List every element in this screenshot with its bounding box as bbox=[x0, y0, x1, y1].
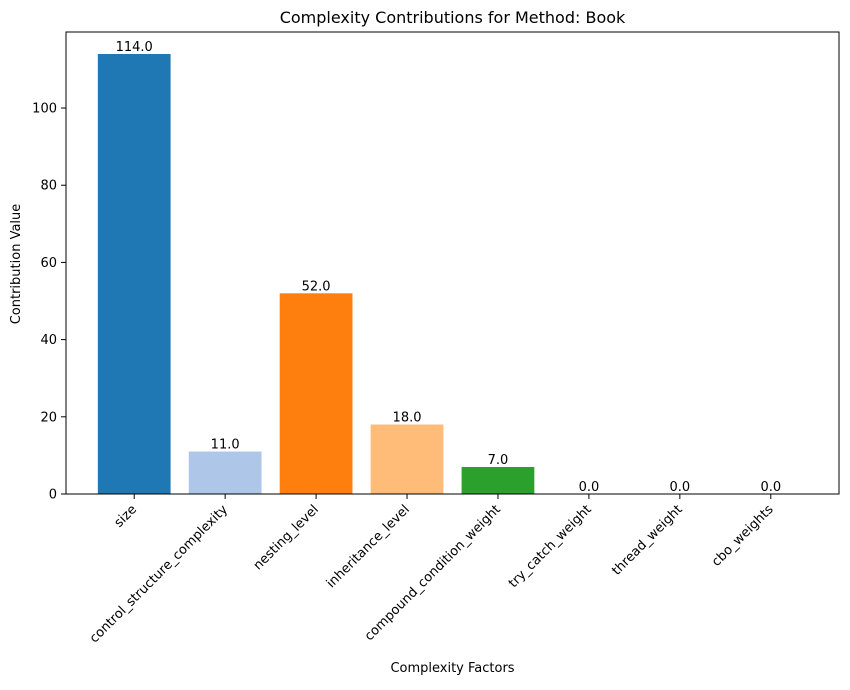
y-tick-label: 20 bbox=[40, 410, 57, 425]
bar-value-label: 0.0 bbox=[579, 480, 600, 495]
bar-value-label: 7.0 bbox=[488, 453, 509, 468]
y-tick-label: 100 bbox=[32, 102, 57, 117]
bar-size bbox=[97, 54, 171, 494]
y-tick-label: 60 bbox=[40, 256, 57, 271]
bar-compound_condition_weight bbox=[461, 466, 535, 494]
chart-title: Complexity Contributions for Method: Boo… bbox=[280, 8, 626, 27]
y-tick-label: 80 bbox=[40, 179, 57, 194]
bar-value-label: 52.0 bbox=[302, 279, 331, 294]
y-tick-label: 40 bbox=[40, 333, 57, 348]
bar-value-label: 0.0 bbox=[760, 480, 781, 495]
bar-value-label: 0.0 bbox=[670, 480, 691, 495]
x-axis-label: Complexity Factors bbox=[390, 661, 514, 676]
axes-frame bbox=[65, 31, 840, 495]
bar-value-label: 11.0 bbox=[211, 438, 240, 453]
y-axis-label: Contribution Value bbox=[9, 204, 24, 325]
bar-value-label: 114.0 bbox=[116, 40, 153, 55]
bar-value-label: 18.0 bbox=[393, 411, 422, 426]
bar-control_structure_complexity bbox=[188, 451, 262, 494]
plot-area: 114.0 11.0 52.0 18.0 7.0 0.0 0.0 0.0 0 20 40 60 80 10… bbox=[32, 31, 840, 646]
y-tick-label: 0 bbox=[49, 488, 57, 503]
bar-inheritance_level bbox=[370, 424, 444, 494]
bar-nesting_level bbox=[279, 293, 353, 494]
